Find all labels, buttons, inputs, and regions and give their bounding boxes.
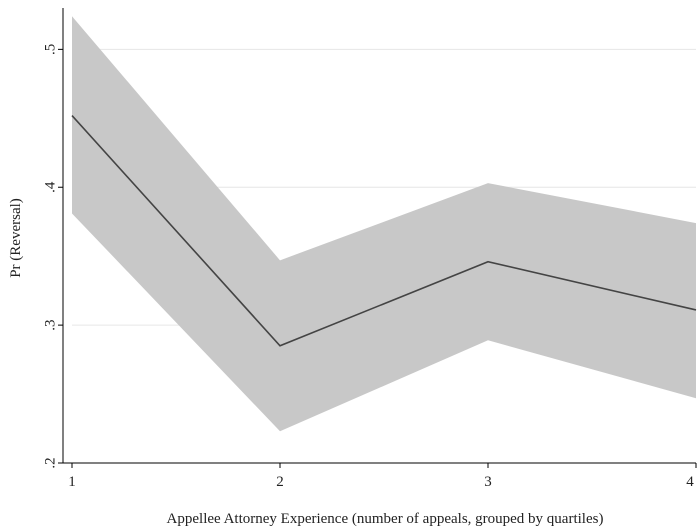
series-line-group — [71, 115, 697, 347]
y-axis-ticks: .2 .3 .4 .5 — [42, 44, 63, 469]
x-axis-title: Appellee Attorney Experience (number of … — [167, 511, 604, 527]
axes — [62, 8, 696, 464]
x-axis-ticks: 1 2 3 4 — [68, 463, 697, 490]
x-tick-label-1: 2 — [276, 474, 284, 490]
x-tick-label-0: 1 — [68, 474, 76, 490]
y-tick-label-2: .4 — [42, 181, 58, 193]
y-tick-label-1: .3 — [42, 319, 58, 330]
series-line — [71, 115, 697, 347]
confidence-band-group — [72, 16, 696, 432]
x-tick-label-3: 4 — [686, 474, 694, 490]
y-tick-label-0: .2 — [42, 457, 58, 468]
x-tick-label-2: 3 — [484, 474, 492, 490]
y-tick-label-3: .5 — [42, 44, 58, 55]
confidence-band — [72, 16, 696, 432]
y-axis-title: Pr (Reversal) — [8, 198, 24, 278]
